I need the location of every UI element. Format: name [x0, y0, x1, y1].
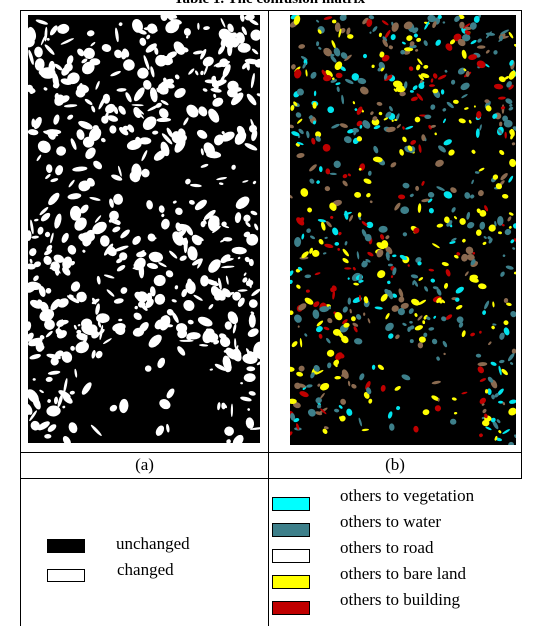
texture [96, 313, 110, 323]
swatch [272, 601, 310, 615]
caption: (b) [269, 455, 521, 475]
texture [225, 321, 232, 330]
texture [103, 94, 110, 104]
swatch [47, 569, 85, 582]
rule [521, 10, 522, 478]
legend-label: others to bare land [340, 564, 466, 584]
texture [332, 20, 336, 24]
swatch [272, 497, 310, 511]
swatch [47, 539, 85, 553]
legend-label: others to water [340, 512, 441, 532]
texture [424, 115, 431, 119]
rule [268, 10, 269, 626]
swatch [272, 523, 310, 537]
legend-label: unchanged [116, 534, 190, 554]
legend-label: others to road [340, 538, 433, 558]
rule [20, 10, 21, 626]
texture [249, 314, 256, 328]
rule [20, 10, 522, 11]
rule [20, 452, 522, 453]
change-map-classes [290, 15, 516, 445]
change-map-binary [28, 15, 260, 443]
swatch [272, 575, 310, 589]
legend-label: others to building [340, 590, 460, 610]
page: {"title": "Table 1. The confusion matrix… [0, 0, 539, 626]
swatch [272, 549, 310, 563]
rule [20, 478, 522, 479]
texture [179, 340, 193, 342]
legend-label: changed [117, 560, 174, 580]
legend-label: others to vegetation [340, 486, 474, 506]
texture [139, 137, 152, 144]
table-title: Table 1. The confusion matrix [0, 0, 539, 8]
texture [423, 333, 427, 338]
texture [388, 264, 393, 267]
texture [146, 293, 152, 304]
caption: (a) [21, 455, 268, 475]
